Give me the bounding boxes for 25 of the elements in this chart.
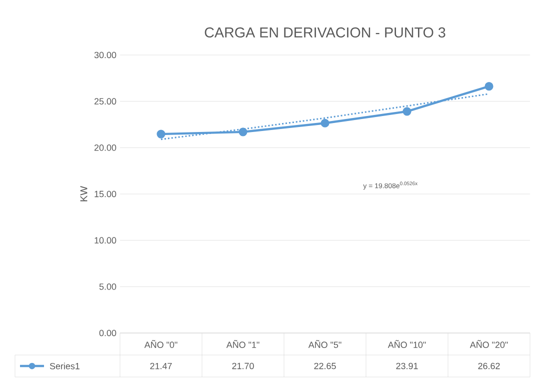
y-tick-label: 10.00	[94, 237, 116, 244]
point	[402, 107, 412, 116]
y-tick-label: 25.00	[94, 98, 116, 105]
data-label: 26.62	[478, 362, 500, 370]
legend-label: Series1	[50, 362, 80, 370]
y-tick-label: 20.00	[94, 144, 116, 151]
x-tick-label: AÑO "20"	[470, 340, 508, 348]
point	[238, 128, 248, 136]
point	[156, 130, 166, 138]
data-label: 22.65	[314, 362, 336, 370]
data-label: 21.70	[232, 362, 254, 370]
x-tick-label: AÑO "5"	[308, 340, 342, 348]
point	[320, 118, 330, 128]
chart-title: CARGA EN DERIVACION - PUNTO 3	[204, 27, 446, 38]
x-tick-label: AÑO "1"	[226, 340, 260, 348]
y-tick-label: 5.00	[99, 283, 116, 290]
point	[484, 82, 494, 91]
data-label: 23.91	[396, 362, 418, 370]
y-tick-label: 15.00	[94, 190, 116, 198]
x-tick-label: AÑO "0"	[144, 340, 178, 348]
y-axis-title: KW	[80, 186, 88, 202]
y-tick-label: 30.00	[94, 52, 116, 58]
data-label: 21.47	[150, 362, 172, 370]
y-tick-label: 0.00	[99, 330, 116, 336]
x-tick-label: AÑO "10"	[388, 340, 426, 348]
